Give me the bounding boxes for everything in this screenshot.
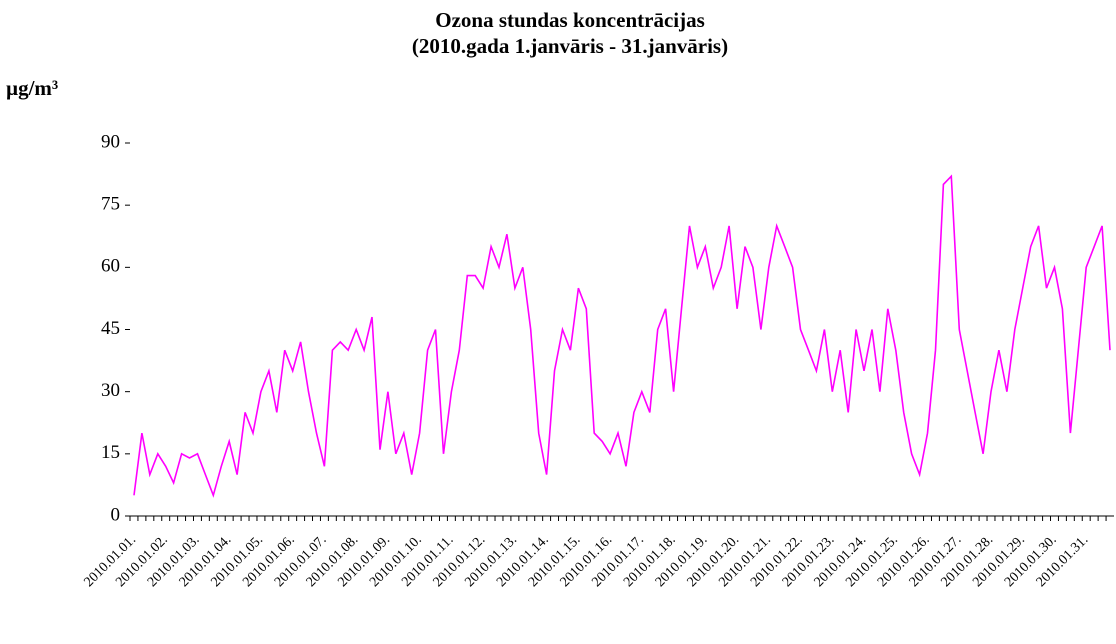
y-tick-label: 45 xyxy=(101,318,120,339)
y-tick-label: 60 xyxy=(101,256,120,277)
y-tick-label: 30 xyxy=(101,380,120,401)
y-tick-label: 0 xyxy=(111,504,121,525)
chart-subtitle: (2010.gada 1.janvāris - 31.janvāris) xyxy=(412,34,728,58)
y-axis-label: µg/m³ xyxy=(6,76,58,100)
y-tick-label: 15 xyxy=(101,442,120,463)
series-line xyxy=(133,174,1111,498)
chart-title: Ozona stundas koncentrācijas xyxy=(435,8,705,32)
y-tick-label: 90 xyxy=(101,131,120,152)
y-tick-label: 75 xyxy=(101,194,120,215)
